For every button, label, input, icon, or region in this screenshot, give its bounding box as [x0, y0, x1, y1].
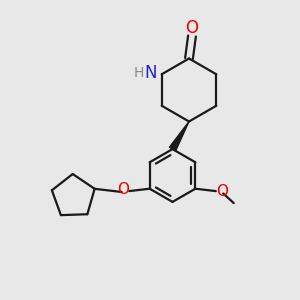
Text: N: N: [144, 64, 157, 82]
Text: O: O: [216, 184, 228, 199]
Text: O: O: [185, 19, 199, 37]
Polygon shape: [169, 122, 189, 151]
Text: H: H: [134, 66, 144, 80]
Text: O: O: [117, 182, 129, 197]
